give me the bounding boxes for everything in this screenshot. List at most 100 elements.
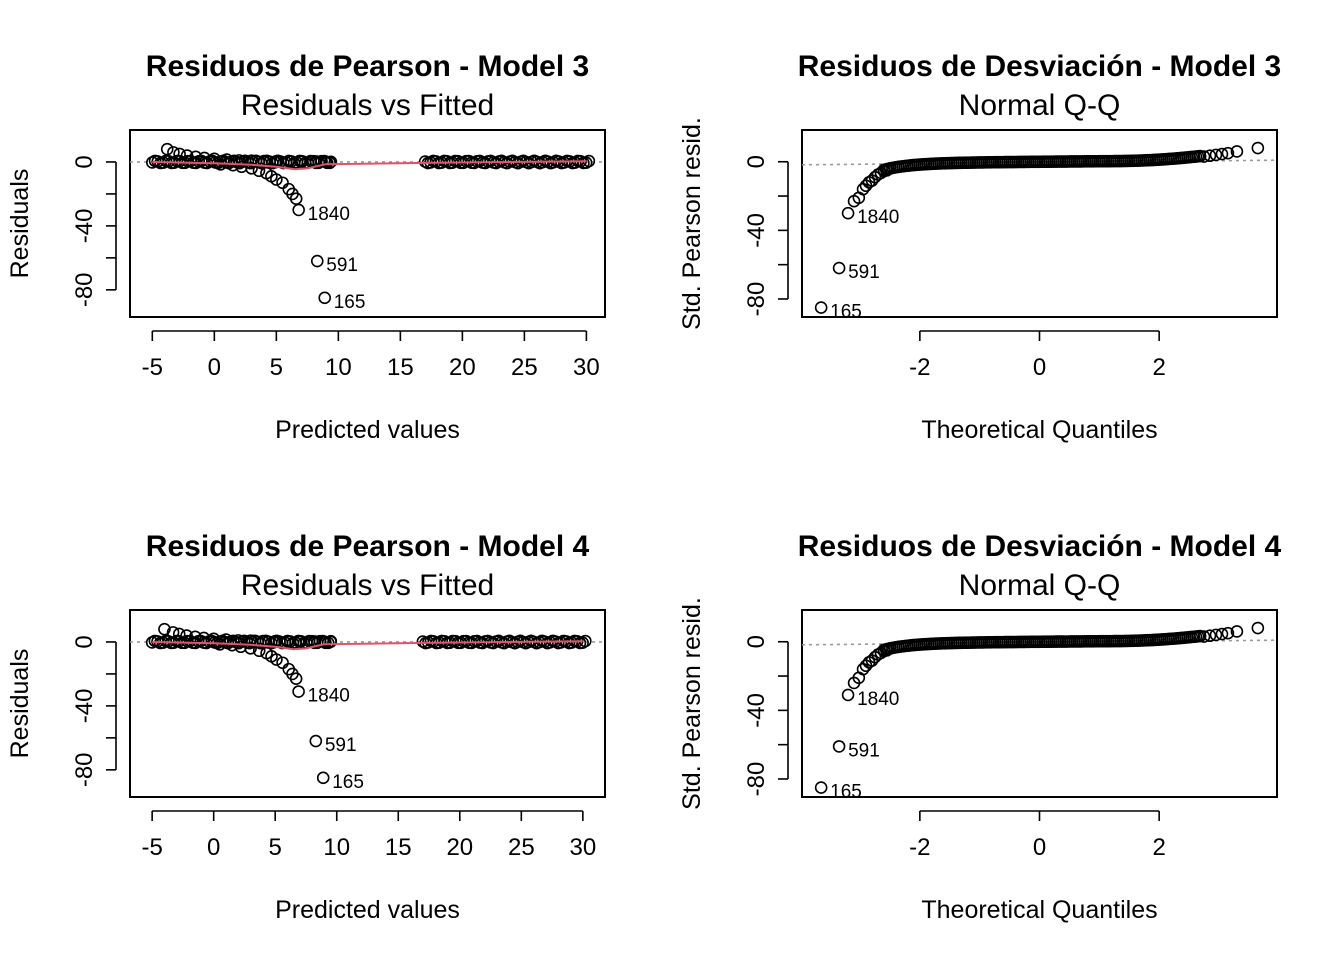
x-tick-label: 2 xyxy=(1152,354,1165,381)
data-point xyxy=(234,640,248,654)
data-point xyxy=(883,162,897,175)
data-point xyxy=(1215,147,1229,161)
data-point xyxy=(1251,141,1265,155)
x-axis-title: Predicted values xyxy=(275,896,460,924)
y-tick-label: -80 xyxy=(743,762,770,797)
x-axis-title: Theoretical Quantiles xyxy=(921,416,1157,444)
y-tick-label: -80 xyxy=(743,282,770,317)
data-point xyxy=(1203,149,1217,163)
chart-title: Residuos de Desviación - Model 3 xyxy=(798,50,1281,83)
x-tick-label: 0 xyxy=(1033,834,1046,861)
point-label: 1840 xyxy=(308,204,350,225)
data-point xyxy=(1215,627,1229,641)
qq-reference-line xyxy=(802,639,1277,646)
loess-smoother-line xyxy=(152,160,587,171)
data-point xyxy=(244,634,257,647)
loess-smoother-line xyxy=(152,640,583,651)
data-point xyxy=(180,629,193,642)
point-label: 591 xyxy=(848,740,880,761)
data-point xyxy=(180,149,194,162)
chart-title: Residuos de Pearson - Model 4 xyxy=(146,530,590,563)
data-point xyxy=(1197,630,1211,643)
y-axis-title: Std. Pearson resid. xyxy=(678,597,706,810)
chart-subtitle: Residuals vs Fitted xyxy=(241,89,494,122)
plot-frame xyxy=(801,129,1278,318)
point-label: 165 xyxy=(830,782,862,803)
x-tick-label: 20 xyxy=(449,354,476,381)
y-tick-label: -40 xyxy=(71,209,98,244)
data-point xyxy=(1203,629,1217,643)
data-point xyxy=(1230,145,1244,158)
data-point xyxy=(832,740,846,753)
plot-frame xyxy=(129,129,606,318)
x-tick-label: 5 xyxy=(270,354,283,381)
x-tick-label: 30 xyxy=(573,354,600,381)
data-point xyxy=(244,642,257,655)
data-point xyxy=(814,301,828,314)
data-point xyxy=(576,636,589,649)
data-point xyxy=(1251,621,1265,635)
y-tick-label: 0 xyxy=(743,635,770,648)
y-axis-title: Residuals xyxy=(6,649,34,759)
data-point xyxy=(856,662,870,676)
plot-frame xyxy=(801,609,1278,798)
x-tick-label: 5 xyxy=(269,834,282,861)
data-point xyxy=(309,734,323,748)
panel-3: Residuos de Pearson - Model 4 Residuals v… xyxy=(6,530,606,924)
data-point xyxy=(318,635,331,648)
data-point xyxy=(1209,628,1223,642)
x-tick-label: -2 xyxy=(909,354,930,381)
data-point xyxy=(245,162,258,175)
data-point xyxy=(1209,148,1223,162)
x-tick-label: 25 xyxy=(508,834,535,861)
data-point xyxy=(856,182,870,196)
data-point xyxy=(1197,150,1211,163)
data-point xyxy=(832,261,846,275)
data-point xyxy=(166,626,180,639)
plot-area xyxy=(130,622,605,785)
point-label: 591 xyxy=(848,262,880,283)
x-tick-label: -5 xyxy=(141,834,162,861)
data-point xyxy=(318,291,332,305)
data-point xyxy=(883,642,897,655)
x-tick-label: 0 xyxy=(207,834,220,861)
plot-frame xyxy=(129,609,606,798)
x-tick-label: 10 xyxy=(325,354,352,381)
data-point xyxy=(270,653,283,666)
x-tick-label: 0 xyxy=(208,354,221,381)
x-tick-label: -5 xyxy=(142,354,163,381)
x-tick-label: 2 xyxy=(1152,834,1165,861)
x-tick-label: 0 xyxy=(1033,354,1046,381)
point-label: 591 xyxy=(325,735,357,756)
data-point xyxy=(282,155,296,168)
data-point xyxy=(1193,629,1207,643)
y-tick-label: 0 xyxy=(743,155,770,168)
data-point xyxy=(1193,149,1207,163)
x-axis-title: Theoretical Quantiles xyxy=(921,896,1157,924)
chart-title: Residuos de Desviación - Model 4 xyxy=(798,530,1282,563)
chart-subtitle: Normal Q-Q xyxy=(959,89,1121,122)
x-tick-label: 10 xyxy=(323,834,350,861)
x-axis-title: Predicted values xyxy=(275,416,460,444)
data-point xyxy=(319,155,333,168)
data-point xyxy=(294,155,308,168)
data-point xyxy=(324,635,337,649)
x-tick-label: 15 xyxy=(387,354,414,381)
y-axis-title: Std. Pearson resid. xyxy=(678,117,706,330)
x-tick-label: -2 xyxy=(909,834,930,861)
data-point xyxy=(281,635,294,648)
point-label: 165 xyxy=(334,292,366,313)
chart-title: Residuos de Pearson - Model 3 xyxy=(146,50,589,83)
data-point xyxy=(173,147,186,161)
data-point xyxy=(270,173,283,186)
point-label: 591 xyxy=(326,255,358,276)
data-point xyxy=(324,155,338,169)
data-point xyxy=(160,142,174,156)
x-tick-label: 25 xyxy=(511,354,538,381)
data-point xyxy=(1230,625,1244,638)
data-point xyxy=(841,206,855,220)
y-tick-label: -40 xyxy=(743,693,770,728)
data-point xyxy=(172,627,186,641)
panel-1: Residuos de Pearson - Model 3 Residuals v… xyxy=(6,50,606,444)
